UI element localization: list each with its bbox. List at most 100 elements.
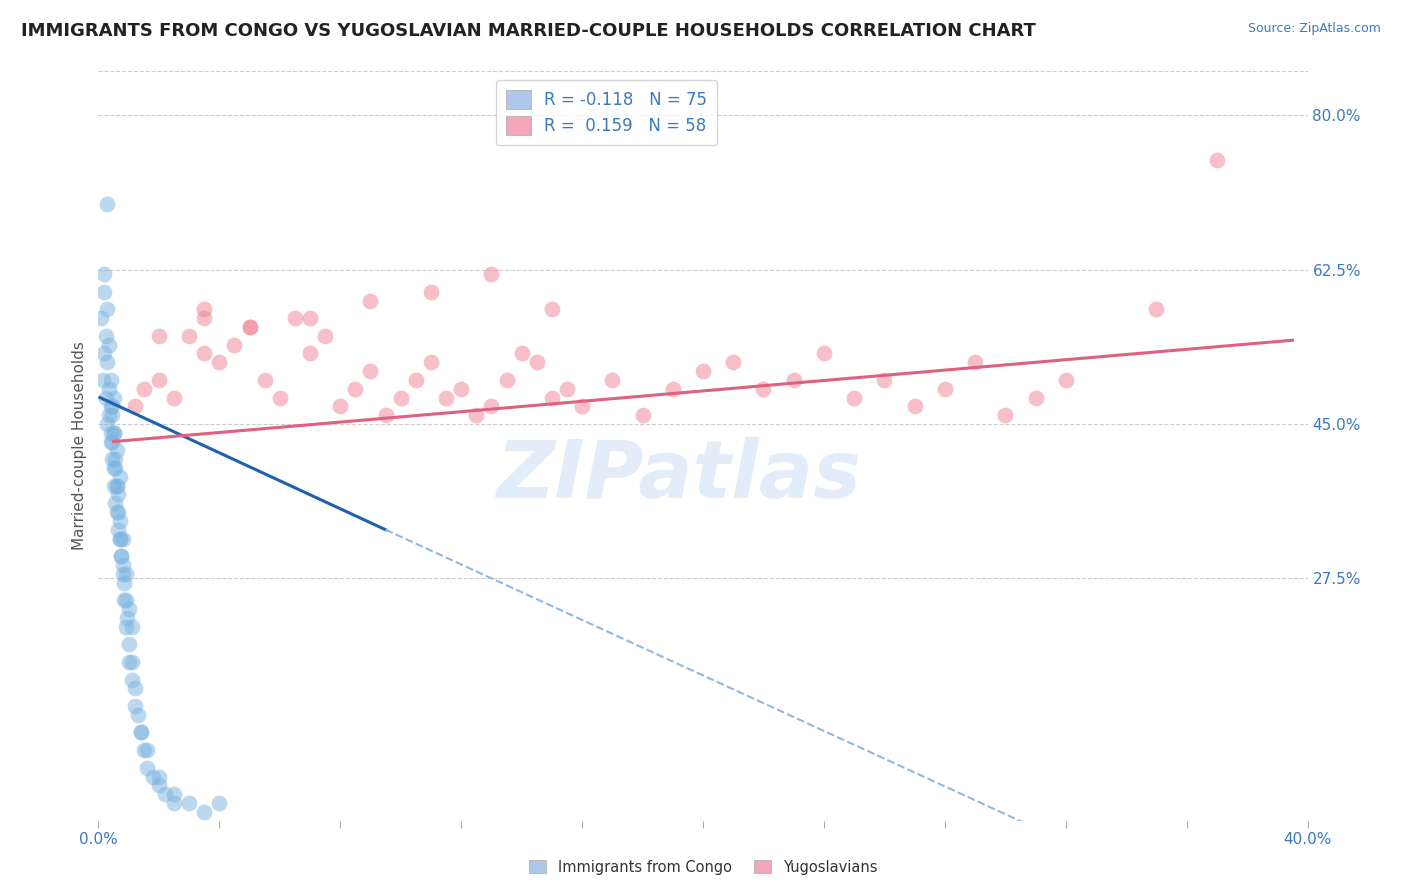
Point [115,611,138,625]
Point [93,267,115,281]
Point [98,382,121,396]
Point [101,408,124,422]
Point [90,311,112,326]
Point [105,443,128,458]
Point [135,743,157,757]
Point [121,620,143,634]
Point [96,196,118,211]
Point [129,725,152,739]
Point [299,346,322,360]
Point [465,408,488,422]
Point [163,787,186,801]
Point [813,346,835,360]
Point [118,655,141,669]
Point [114,620,136,634]
Point [934,382,956,396]
Point [148,778,170,792]
Point [904,400,927,414]
Point [510,346,533,360]
Point [100,373,122,387]
Point [124,681,146,696]
Point [299,311,322,326]
Point [420,285,443,299]
Point [132,743,155,757]
Point [193,805,215,819]
Point [121,655,143,669]
Point [269,391,291,405]
Point [360,293,382,308]
Point [107,523,129,537]
Point [98,408,121,422]
Point [132,382,155,396]
Point [110,549,132,564]
Point [142,770,165,784]
Point [389,391,412,405]
Point [193,346,215,360]
Point [163,796,186,810]
Point [239,320,262,334]
Point [104,496,127,510]
Point [329,400,352,414]
Point [1054,373,1077,387]
Point [450,382,472,396]
Point [224,337,246,351]
Point [844,391,866,405]
Point [314,328,336,343]
Point [193,311,215,326]
Point [752,382,775,396]
Point [135,761,157,775]
Point [103,425,125,440]
Point [93,285,115,299]
Point [481,267,503,281]
Point [112,575,135,590]
Point [108,532,131,546]
Point [104,461,127,475]
Point [93,346,115,360]
Point [96,355,118,369]
Point [602,373,624,387]
Point [98,337,121,351]
Point [783,373,806,387]
Point [631,408,654,422]
Point [1146,302,1168,317]
Point [101,400,124,414]
Point [94,328,117,343]
Point [114,593,136,607]
Point [101,452,124,467]
Point [124,400,146,414]
Point [103,391,125,405]
Point [103,461,125,475]
Point [420,355,443,369]
Point [344,382,367,396]
Point [124,699,146,714]
Point [360,364,382,378]
Point [96,417,118,431]
Point [100,425,122,440]
Point [179,328,201,343]
Point [208,796,231,810]
Point [127,707,149,722]
Point [374,408,396,422]
Point [148,328,170,343]
Point [101,434,124,449]
Point [284,311,307,326]
Point [193,302,215,317]
Y-axis label: Married-couple Households: Married-couple Households [72,342,87,550]
Point [96,302,118,317]
Point [148,373,170,387]
Point [148,770,170,784]
Point [108,514,131,528]
Point [104,452,127,467]
Point [100,400,122,414]
Point [1206,153,1229,167]
Point [434,391,457,405]
Point [481,400,503,414]
Point [873,373,896,387]
Point [107,505,129,519]
Point [540,391,562,405]
Legend: Immigrants from Congo, Yugoslavians: Immigrants from Congo, Yugoslavians [523,855,883,880]
Point [661,382,683,396]
Point [163,391,186,405]
Point [994,408,1017,422]
Point [100,434,122,449]
